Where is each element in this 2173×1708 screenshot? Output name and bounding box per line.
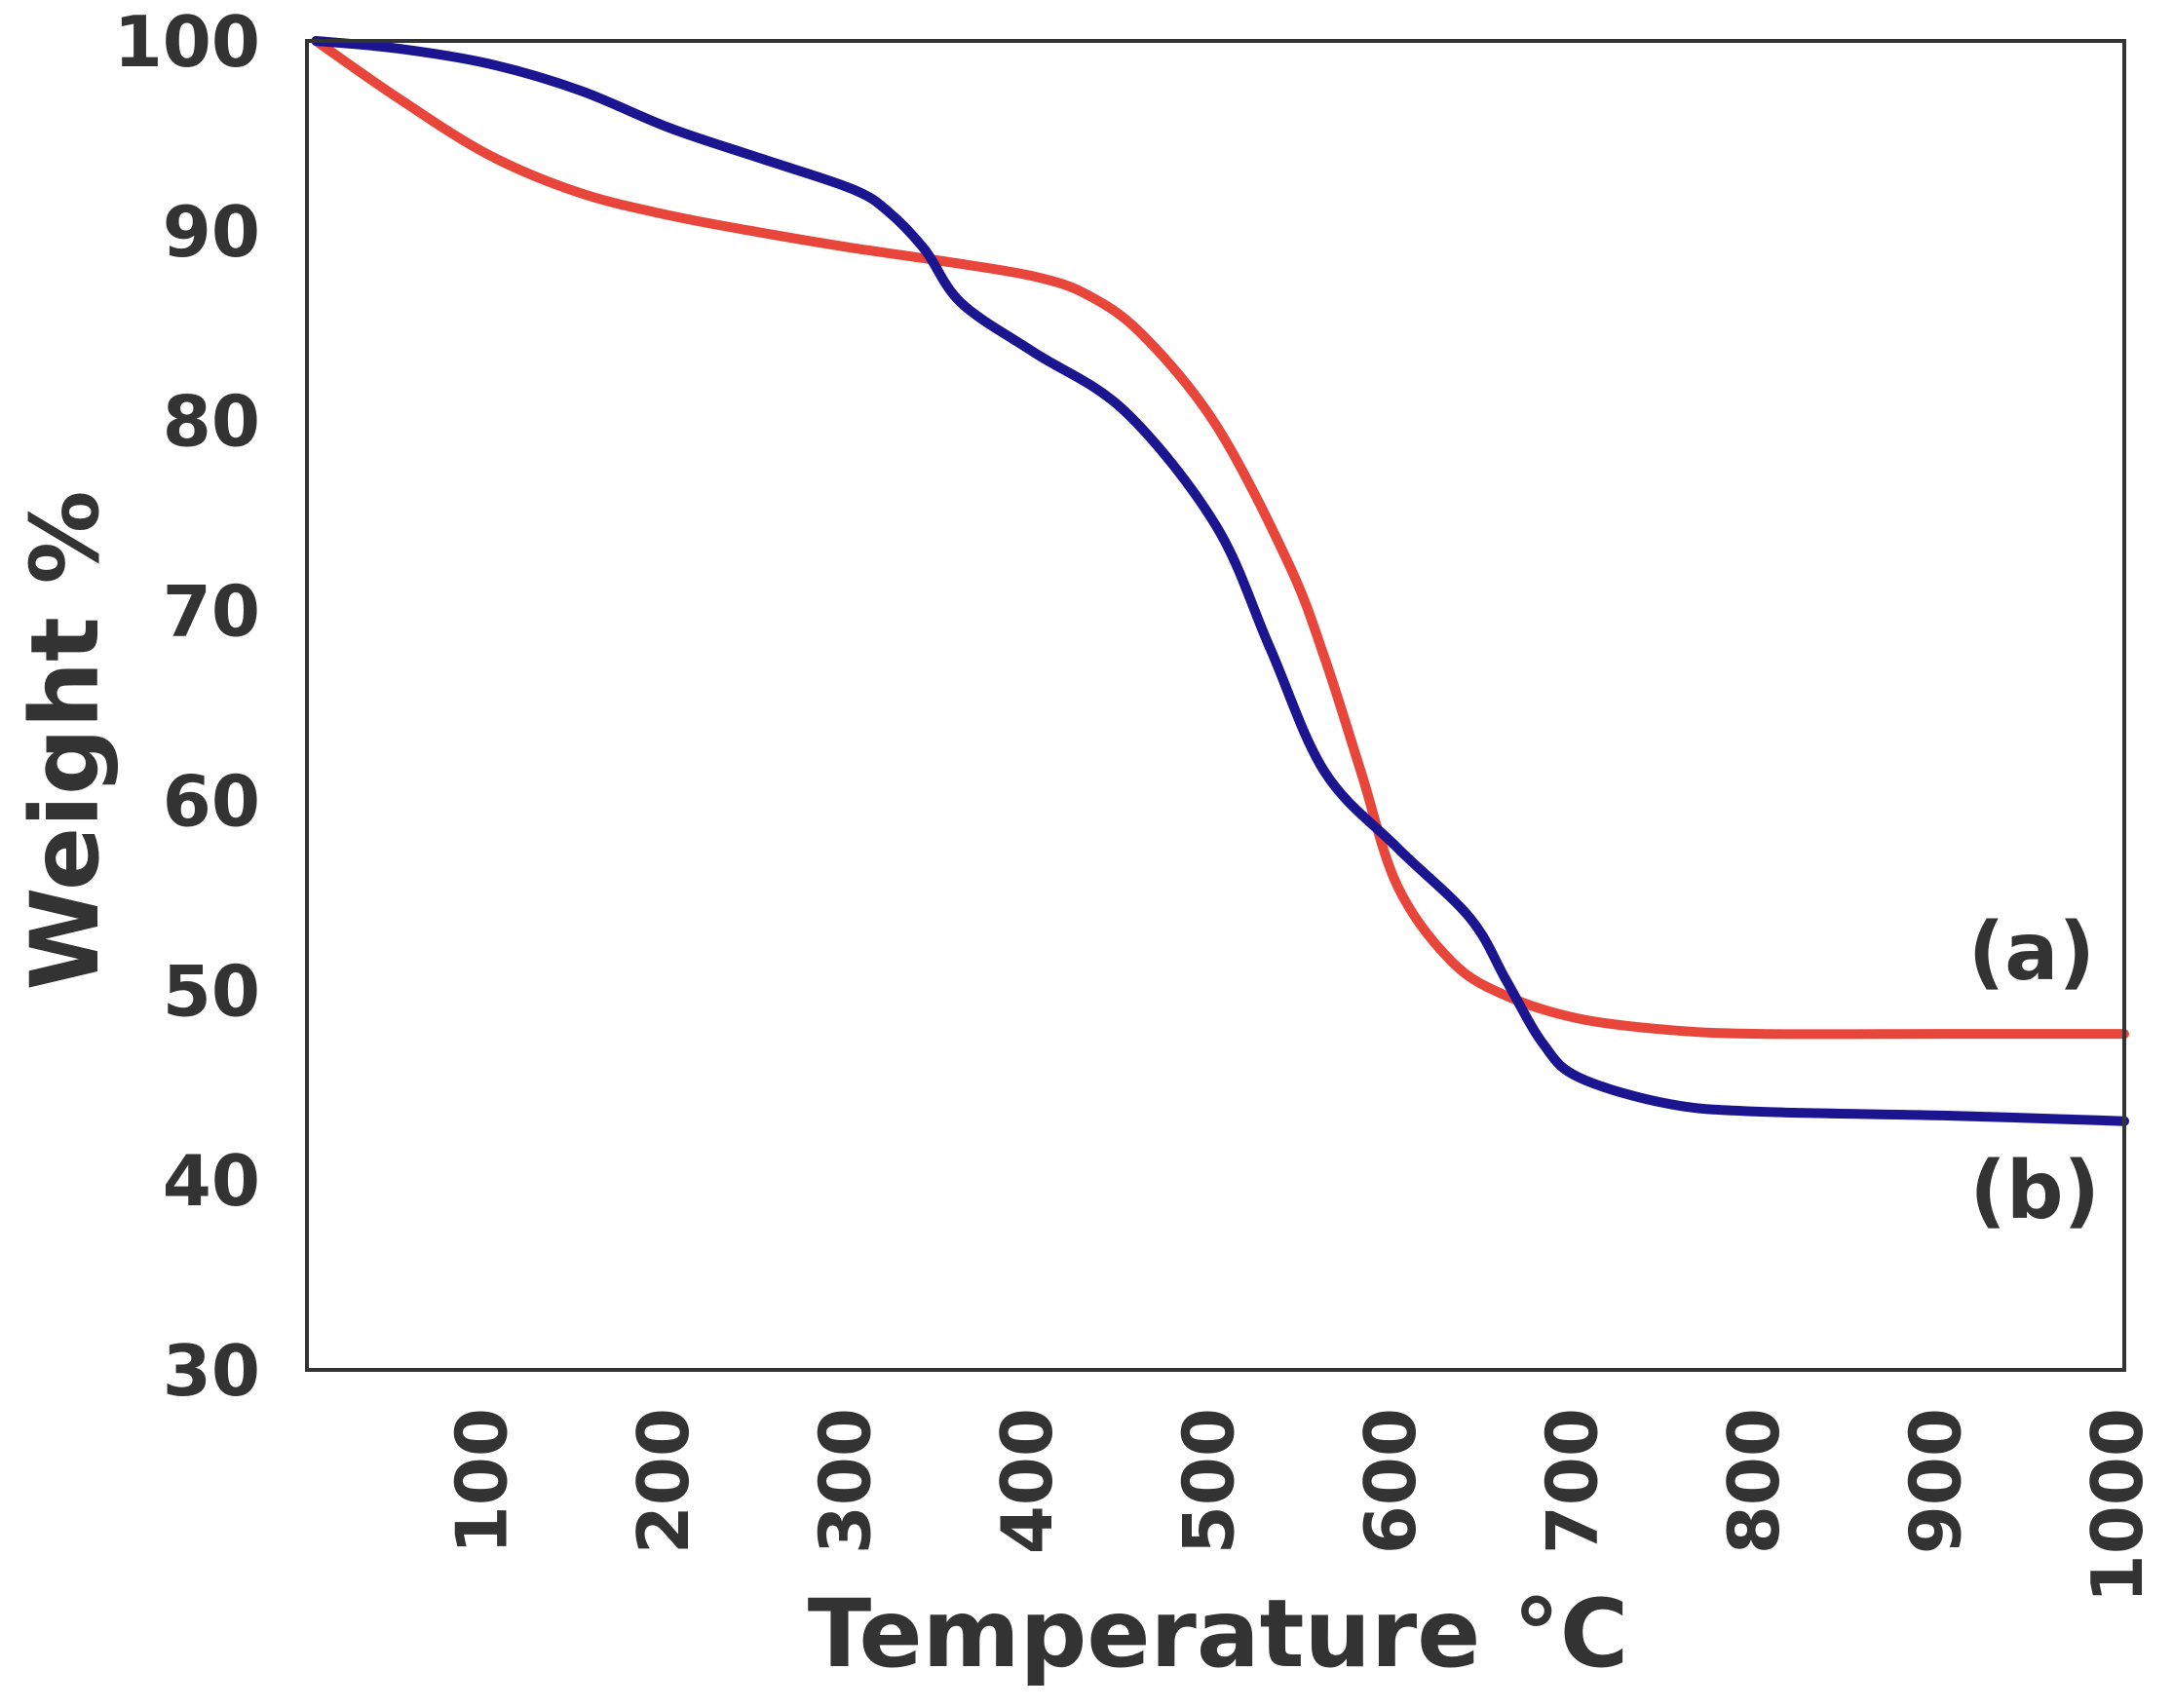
x-tick-labels: 100 200 300 400 500 600 700 800 900 1000 [441, 1408, 2159, 1603]
y-tick-label: 70 [163, 571, 260, 653]
x-tick-label: 300 [805, 1408, 887, 1554]
series-lines [311, 36, 2129, 1126]
x-axis-title: Temperature °C [808, 1579, 1628, 1689]
x-tick-label: 900 [1895, 1408, 1977, 1554]
x-tick-label: 1000 [2077, 1408, 2158, 1603]
x-tick-label: 600 [1350, 1408, 1431, 1554]
series-line-a [311, 36, 2129, 1040]
y-tick-label: 40 [163, 1140, 260, 1222]
plot-frame [305, 39, 2126, 1372]
x-tick-label: 700 [1532, 1408, 1614, 1554]
y-tick-label: 60 [163, 760, 260, 842]
series-label-b: (b) [1969, 1145, 2100, 1237]
y-tick-label: 100 [114, 1, 260, 83]
y-tick-label: 30 [163, 1330, 260, 1412]
series-label-a: (a) [1968, 906, 2095, 999]
x-tick-label: 100 [441, 1408, 523, 1554]
y-axis-title: Weight % [11, 490, 120, 990]
y-tick-labels: 30 40 50 60 70 80 90 100 [114, 1, 260, 1412]
x-tick-label: 200 [623, 1408, 705, 1554]
series-line-b [311, 36, 2129, 1126]
x-tick-label: 500 [1168, 1408, 1250, 1554]
x-tick-label: 800 [1713, 1408, 1795, 1554]
x-tick-label: 400 [986, 1408, 1068, 1554]
y-tick-label: 90 [163, 191, 260, 273]
y-tick-label: 80 [163, 381, 260, 463]
y-tick-label: 50 [163, 950, 260, 1032]
